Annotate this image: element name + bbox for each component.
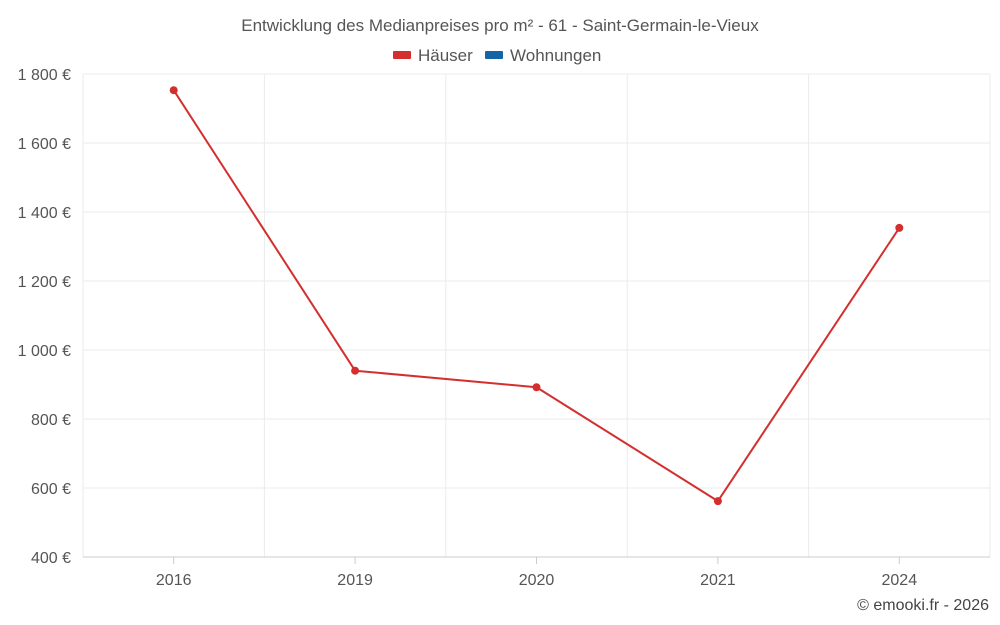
data-point <box>169 86 178 95</box>
grid <box>82 73 991 557</box>
legend-item-haeuser[interactable]: Häuser <box>393 46 473 65</box>
legend-label-haeuser: Häuser <box>418 46 473 65</box>
y-tick-label: 1 400 € <box>18 205 71 222</box>
legend-item-wohnungen[interactable]: Wohnungen <box>485 46 601 65</box>
data-point <box>351 366 360 375</box>
y-tick-label: 1 600 € <box>18 136 71 153</box>
data-point <box>532 383 541 392</box>
y-tick-label: 1 200 € <box>18 274 71 291</box>
y-tick-label: 400 € <box>31 550 71 567</box>
data-point <box>713 497 722 506</box>
x-tick-label: 2016 <box>156 572 192 589</box>
x-tick-label: 2020 <box>519 572 555 589</box>
y-tick-label: 800 € <box>31 412 71 429</box>
axes: 400 € 600 € 800 € 1 000 € 1 200 € 1 400 € 1 60… <box>18 67 990 589</box>
x-tick-label: 2024 <box>882 572 918 589</box>
legend-swatch-haeuser <box>393 51 411 59</box>
credit-text: © emooki.fr - 2026 <box>857 597 989 614</box>
legend-label-wohnungen: Wohnungen <box>510 46 601 65</box>
chart-title: Entwicklung des Medianpreises pro m² - 6… <box>241 16 759 35</box>
legend-swatch-wohnungen <box>485 51 503 59</box>
x-tick-label: 2019 <box>337 572 373 589</box>
y-tick-label: 600 € <box>31 481 71 498</box>
y-tick-label: 1 000 € <box>18 343 71 360</box>
y-tick-label: 1 800 € <box>18 67 71 84</box>
series-line <box>172 89 901 503</box>
data-point <box>895 223 904 232</box>
legend[interactable]: Häuser Wohnungen <box>393 46 601 65</box>
series-haeuser <box>169 86 904 506</box>
x-tick-label: 2021 <box>700 572 736 589</box>
